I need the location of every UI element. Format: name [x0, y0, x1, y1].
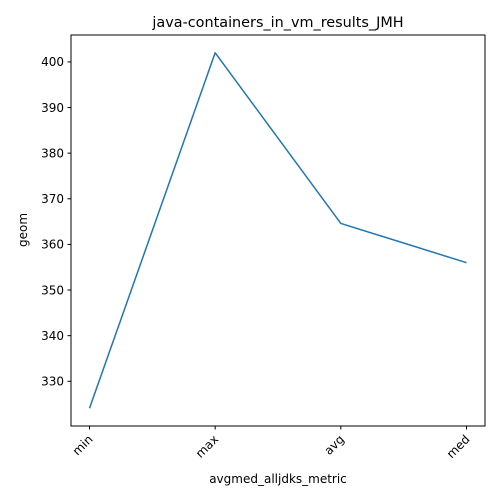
- y-tick-label: 370: [41, 192, 64, 206]
- y-axis: 330 340 350 360 370 380 390 400: [41, 55, 71, 389]
- y-tick-label: 330: [41, 375, 64, 389]
- y-tick-label: 360: [41, 238, 64, 252]
- chart-title: java-containers_in_vm_results_JMH: [151, 15, 403, 31]
- y-tick-label: 390: [41, 101, 64, 115]
- series-line: [88, 52, 467, 409]
- y-axis-label: geom: [16, 213, 30, 247]
- y-tick-label: 340: [41, 329, 64, 343]
- y-tick-label: 400: [41, 55, 64, 69]
- plot-area: [88, 52, 467, 409]
- x-axis-label: avgmed_alljdks_metric: [209, 472, 347, 486]
- y-tick-label: 350: [41, 283, 64, 297]
- plot-frame: [70, 34, 486, 427]
- y-tick-label: 380: [41, 146, 64, 160]
